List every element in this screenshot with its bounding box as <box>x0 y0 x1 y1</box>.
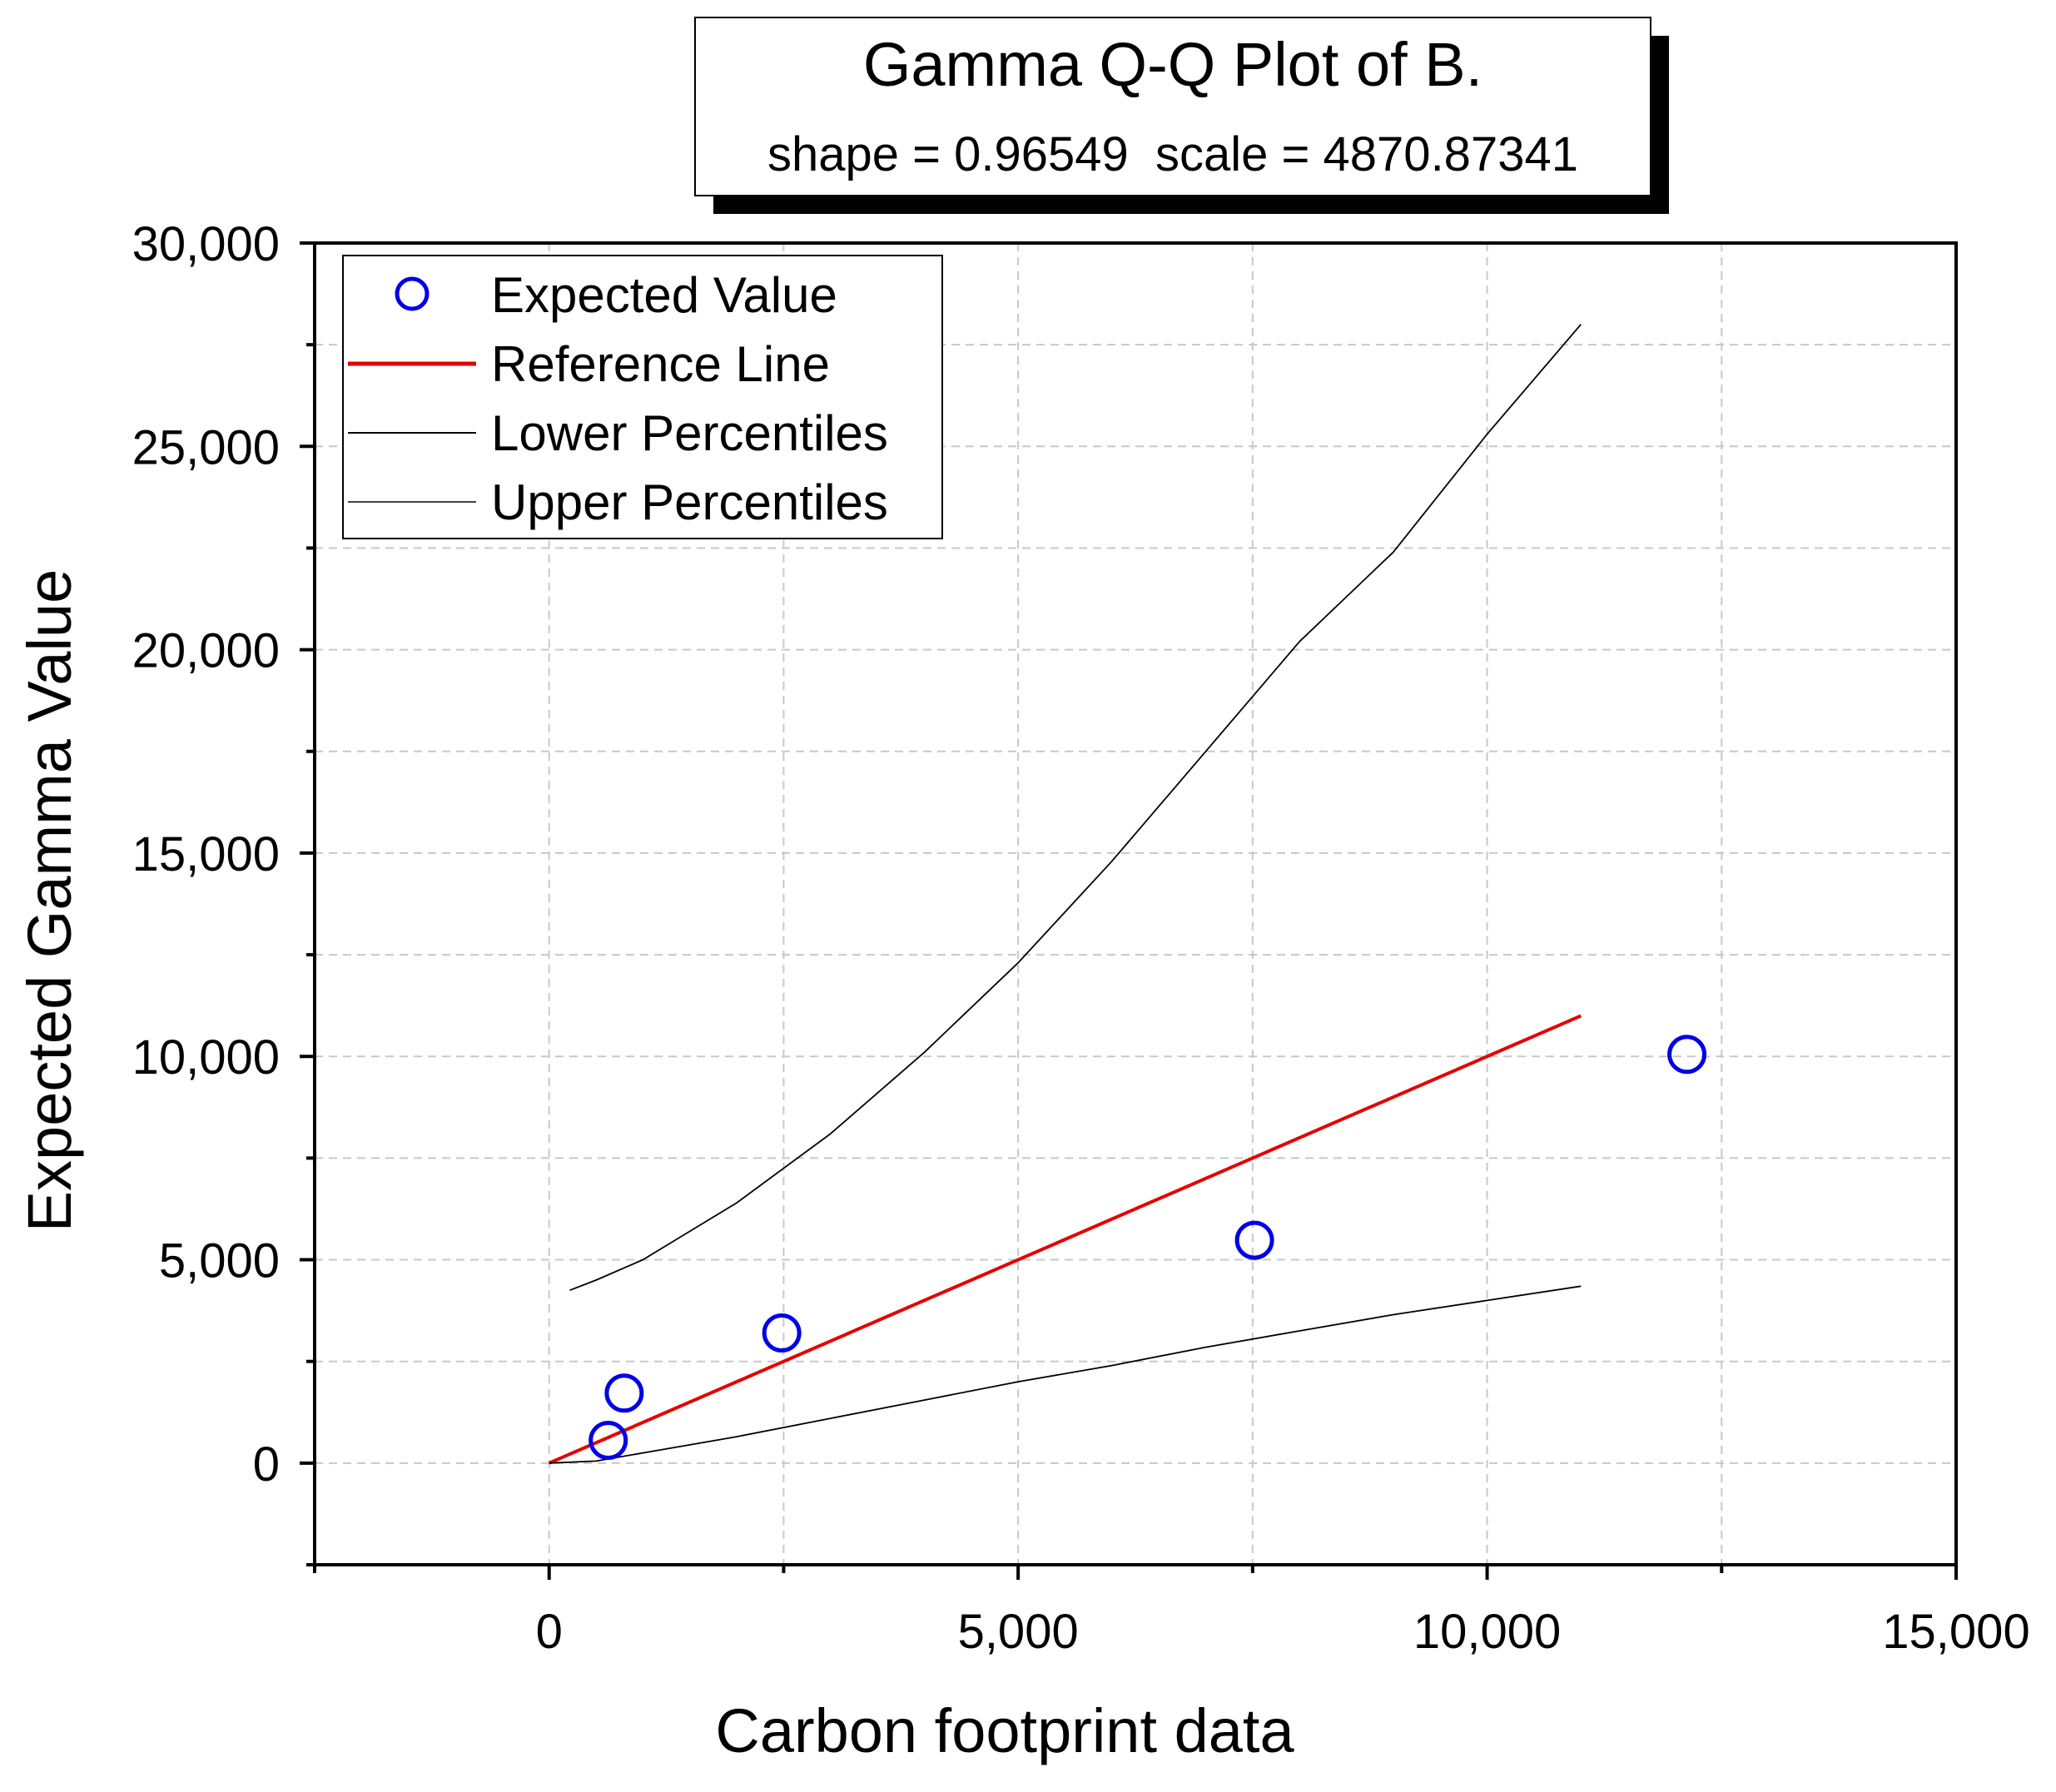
chart-title: Gamma Q-Q Plot of B. <box>863 30 1482 99</box>
expected-value-point <box>1667 1035 1707 1075</box>
y-tick-label: 25,000 <box>132 420 280 474</box>
title-box-frame <box>694 17 1651 196</box>
plot-frame <box>313 241 1958 1566</box>
y-tick-label: 0 <box>253 1437 280 1492</box>
expected-value-point <box>604 1373 644 1413</box>
x-tick-label: 10,000 <box>1413 1605 1561 1659</box>
x-tick-label: 0 <box>536 1605 563 1659</box>
lower-percentiles-series <box>549 1285 1582 1464</box>
expected-value-point <box>1234 1220 1274 1260</box>
y-tick-label: 20,000 <box>132 624 280 678</box>
legend: Expected Value Reference Line Lower Perc… <box>342 255 943 539</box>
y-tick-label: 5,000 <box>159 1234 280 1288</box>
plot-series <box>548 324 1707 1465</box>
expected-value-point <box>762 1313 802 1353</box>
legend-lower-percentiles-label: Lower Percentiles <box>491 405 888 461</box>
chart-subtitle: shape = 0.96549 scale = 4870.87341 <box>767 127 1578 181</box>
y-tick-label: 15,000 <box>132 827 280 881</box>
legend-expected-value-marker <box>395 276 430 311</box>
y-tick-label: 10,000 <box>132 1030 280 1085</box>
expected-value-point <box>588 1420 628 1460</box>
reference-line-series <box>548 1014 1582 1465</box>
x-tick-label: 5,000 <box>958 1605 1079 1659</box>
legend-reference-line-label: Reference Line <box>491 336 830 392</box>
grid <box>315 243 1956 1565</box>
legend-box <box>342 255 943 539</box>
x-tick-label: 15,000 <box>1882 1605 2029 1659</box>
axis-ticks: 0 5,000 10,000 15,000 0 5,000 10,000 15,000 20,0… <box>132 217 2030 1659</box>
upper-percentiles-series <box>569 324 1582 1292</box>
y-axis-label: Expected Gamma Value <box>15 569 84 1233</box>
y-tick-label: 30,000 <box>132 217 280 271</box>
x-axis-label: Carbon footprint data <box>715 1696 1294 1765</box>
legend-upper-percentiles-label: Upper Percentiles <box>491 474 888 530</box>
title-box: Gamma Q-Q Plot of B. shape = 0.96549 sca… <box>694 17 1669 214</box>
legend-expected-value-label: Expected Value <box>491 267 837 323</box>
